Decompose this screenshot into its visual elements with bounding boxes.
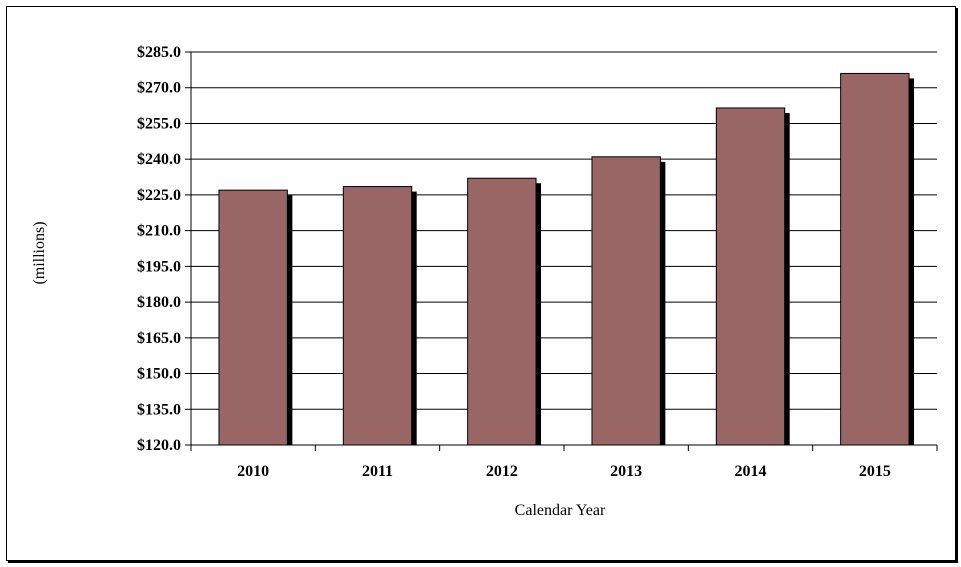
bar-2015 (840, 72, 910, 446)
x-tick-label: 2012 (486, 463, 518, 480)
y-axis-title: (millions) (31, 221, 48, 284)
x-tick-label: 2015 (859, 463, 891, 480)
bar-2012 (467, 177, 537, 446)
y-tick-label: $270.0 (137, 80, 181, 97)
bar-chart: $120.0 $135.0 $150.0 $165.0 $180.0 $195.0 $210… (31, 44, 938, 519)
bar-2010 (218, 189, 288, 446)
y-tick-label: $120.0 (137, 437, 181, 454)
y-tick-label: $165.0 (137, 330, 181, 347)
x-tick-label: 2014 (735, 463, 767, 480)
x-tick-label: 2010 (237, 463, 269, 480)
x-tick-label: 2013 (610, 463, 642, 480)
y-tick-label: $210.0 (137, 223, 181, 240)
y-tick-label: $255.0 (137, 115, 181, 132)
x-axis-title: Calendar Year (515, 502, 606, 519)
y-tick-label: $135.0 (137, 401, 181, 418)
bar-2011 (342, 186, 413, 446)
chart-frame: $120.0 $135.0 $150.0 $165.0 $180.0 $195.0 $210… (6, 6, 956, 561)
y-tick-label: $195.0 (137, 258, 181, 275)
y-tick-label: $285.0 (137, 44, 181, 61)
y-tick-label: $240.0 (137, 151, 181, 168)
bar-2013 (591, 156, 661, 446)
y-tick-label: $150.0 (137, 366, 181, 383)
x-tick-label: 2011 (362, 463, 393, 480)
y-tick-label: $180.0 (137, 294, 181, 311)
y-tick-label: $225.0 (137, 187, 181, 204)
bar-2014 (715, 107, 786, 446)
